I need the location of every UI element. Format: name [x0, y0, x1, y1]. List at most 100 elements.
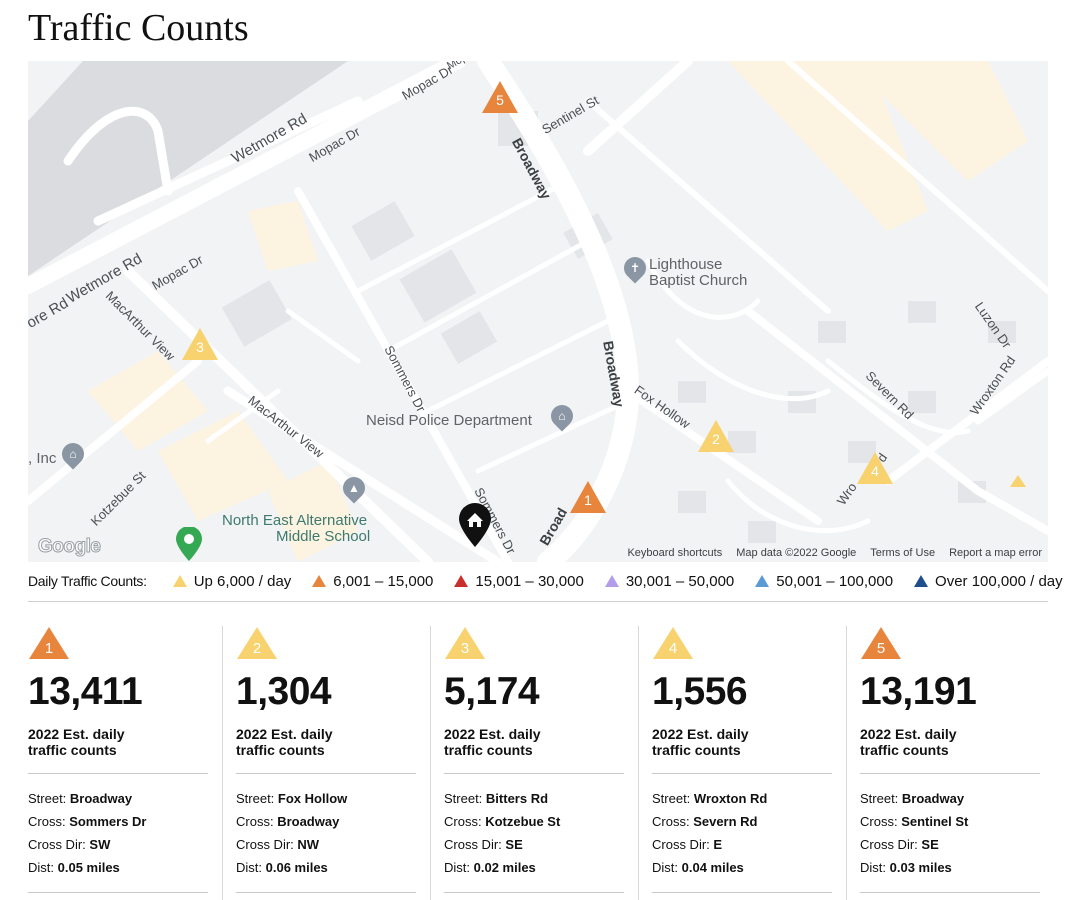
triangle-icon	[29, 627, 69, 659]
traffic-marker-4[interactable]: 4	[856, 451, 894, 485]
traffic-marker-2[interactable]: 2	[697, 419, 735, 453]
triangle-icon	[172, 575, 187, 587]
home-pin-icon[interactable]	[459, 503, 491, 547]
dist-row: Dist: 0.06 miles	[236, 860, 328, 875]
card-divider	[846, 626, 847, 900]
legend-item-30001-50000: 30,001 – 50,000	[604, 573, 734, 590]
google-logo[interactable]: Google	[37, 536, 101, 558]
poi-north-east-alternative-middle-school[interactable]: North East Alternative Middle School	[222, 512, 371, 545]
traffic-card-2: 2 1,304 2022 Est. daily traffic counts S…	[236, 626, 416, 900]
cross-dir-row: Cross Dir: SW	[28, 837, 111, 852]
traffic-count-cards: 1 13,411 2022 Est. daily traffic counts …	[28, 626, 1048, 900]
traffic-count-value: 1,304	[236, 670, 332, 713]
traffic-count-value: 13,411	[28, 670, 143, 713]
triangle-icon	[857, 452, 893, 484]
triangle-icon	[1010, 475, 1026, 487]
dist-row: Dist: 0.02 miles	[444, 860, 536, 875]
card-divider	[222, 626, 223, 900]
map-attribution: Keyboard shortcuts Map data ©2022 Google…	[627, 547, 1042, 559]
triangle-icon	[454, 575, 469, 587]
street-row: Street: Bitters Rd	[444, 791, 549, 806]
street-row: Street: Fox Hollow	[236, 791, 348, 806]
legend-item-over-100000: Over 100,000 / day	[914, 573, 1063, 590]
traffic-card-marker: 4	[652, 626, 694, 660]
divider	[444, 892, 624, 893]
poi-inc[interactable]: , Inc	[28, 450, 57, 467]
triangle-icon	[861, 627, 901, 659]
triangle-icon	[755, 575, 770, 587]
traffic-count-value: 5,174	[444, 670, 540, 713]
triangle-icon	[482, 81, 518, 113]
traffic-count-caption: 2022 Est. daily traffic counts	[28, 726, 125, 758]
divider	[28, 601, 1048, 602]
card-divider	[638, 626, 639, 900]
triangle-icon	[914, 575, 929, 587]
traffic-count-value: 1,556	[652, 670, 748, 713]
poi-lighthouse-baptist-church[interactable]: Lighthouse Baptist Church	[649, 256, 748, 289]
divider	[652, 773, 832, 774]
divider	[28, 892, 208, 893]
triangle-icon	[698, 420, 734, 452]
report-map-error-link[interactable]: Report a map error	[949, 547, 1042, 559]
triangle-icon	[182, 328, 218, 360]
divider	[444, 773, 624, 774]
dist-row: Dist: 0.04 miles	[652, 860, 744, 875]
map-base	[28, 61, 1048, 562]
cross-dir-row: Cross Dir: E	[652, 837, 723, 852]
cross-dir-row: Cross Dir: NW	[236, 837, 320, 852]
traffic-card-marker: 1	[28, 626, 70, 660]
divider	[28, 773, 208, 774]
page-title: Traffic Counts	[28, 7, 249, 49]
dist-row: Dist: 0.05 miles	[28, 860, 120, 875]
legend-item-15001-30000: 15,001 – 30,000	[454, 573, 584, 590]
cross-row: Cross: Broadway	[236, 814, 340, 829]
traffic-count-caption: 2022 Est. daily traffic counts	[860, 726, 957, 758]
cross-dir-row: Cross Dir: SE	[860, 837, 939, 852]
triangle-icon	[312, 575, 327, 587]
triangle-icon	[445, 627, 485, 659]
green-location-pin-icon	[176, 527, 202, 561]
keyboard-shortcuts-link[interactable]: Keyboard shortcuts	[627, 547, 723, 559]
legend-item-50001-100000: 50,001 – 100,000	[755, 573, 893, 590]
cross-row: Cross: Sentinel St	[860, 814, 969, 829]
map-data-credit: Map data ©2022 Google	[736, 547, 857, 559]
traffic-count-value: 13,191	[860, 670, 977, 713]
cross-row: Cross: Kotzebue St	[444, 814, 561, 829]
divider	[860, 773, 1040, 774]
divider	[236, 892, 416, 893]
triangle-icon	[237, 627, 277, 659]
divider	[860, 892, 1040, 893]
traffic-card-1: 1 13,411 2022 Est. daily traffic counts …	[28, 626, 208, 900]
traffic-marker-5[interactable]: 5	[481, 80, 519, 114]
map-view[interactable]: Wetmore Rd Wetmore Rd ore Rd Mopac Dr Mo…	[28, 61, 1048, 562]
traffic-legend: Daily Traffic Counts: Up 6,000 / day 6,0…	[28, 570, 1063, 592]
triangle-icon	[653, 627, 693, 659]
cross-row: Cross: Sommers Dr	[28, 814, 147, 829]
triangle-icon	[570, 481, 606, 513]
traffic-card-marker: 2	[236, 626, 278, 660]
triangle-icon	[604, 575, 619, 587]
dist-row: Dist: 0.03 miles	[860, 860, 952, 875]
traffic-card-5: 5 13,191 2022 Est. daily traffic counts …	[860, 626, 1040, 900]
cross-dir-row: Cross Dir: SE	[444, 837, 523, 852]
cross-row: Cross: Severn Rd	[652, 814, 758, 829]
traffic-marker-1[interactable]: 1	[569, 480, 607, 514]
traffic-count-caption: 2022 Est. daily traffic counts	[652, 726, 749, 758]
street-row: Street: Broadway	[860, 791, 965, 806]
traffic-count-caption: 2022 Est. daily traffic counts	[236, 726, 333, 758]
legend-title: Daily Traffic Counts:	[28, 573, 147, 589]
card-divider	[430, 626, 431, 900]
divider	[236, 773, 416, 774]
traffic-count-caption: 2022 Est. daily traffic counts	[444, 726, 541, 758]
traffic-card-marker: 5	[860, 626, 902, 660]
legend-item-up-6000: Up 6,000 / day	[172, 573, 291, 590]
street-row: Street: Broadway	[28, 791, 133, 806]
traffic-marker-3[interactable]: 3	[181, 327, 219, 361]
street-row: Street: Wroxton Rd	[652, 791, 768, 806]
traffic-card-4: 4 1,556 2022 Est. daily traffic counts S…	[652, 626, 832, 900]
terms-link[interactable]: Terms of Use	[870, 547, 936, 559]
divider	[652, 892, 832, 893]
legend-item-6001-15000: 6,001 – 15,000	[312, 573, 433, 590]
traffic-card-3: 3 5,174 2022 Est. daily traffic counts S…	[444, 626, 624, 900]
poi-police-department[interactable]: Neisd Police Department	[366, 412, 532, 429]
